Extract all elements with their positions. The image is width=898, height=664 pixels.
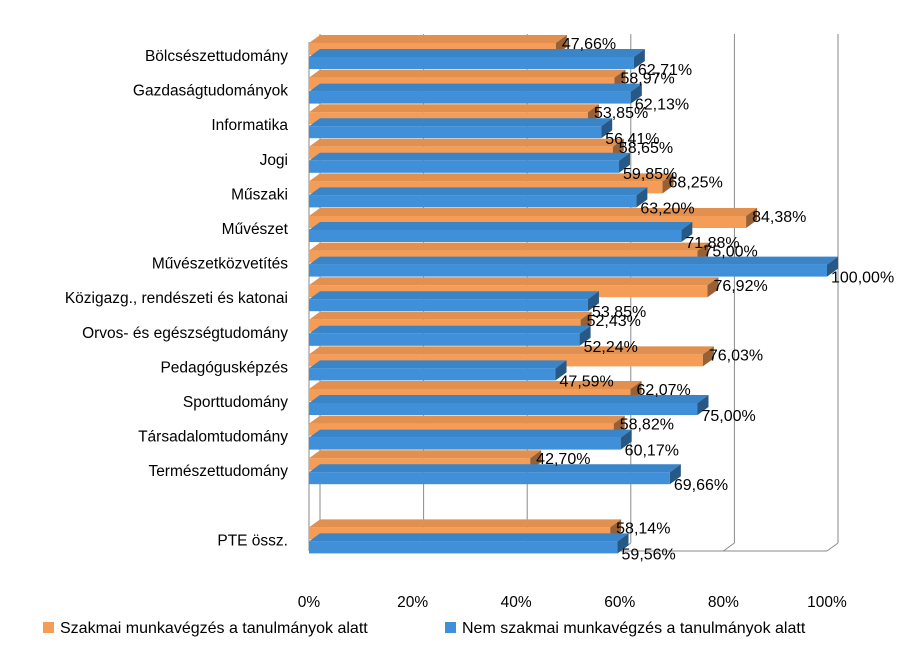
bar <box>309 291 599 312</box>
category-label: Természettudomány <box>148 463 288 480</box>
data-labels: 47,66%62,71%58,97%62,13%53,85%56,41%58,6… <box>536 36 894 563</box>
data-label: 58,97% <box>620 71 674 88</box>
category-label: Jogi <box>260 152 288 169</box>
data-label: 59,56% <box>622 546 676 563</box>
bar <box>309 152 631 173</box>
data-label: 62,13% <box>635 97 689 114</box>
data-label: 53,85% <box>594 105 648 122</box>
data-label: 68,25% <box>669 174 723 191</box>
x-tick-label: 40% <box>501 594 532 611</box>
data-label: 76,92% <box>713 278 767 295</box>
category-label: Pedagógusképzés <box>160 359 288 376</box>
data-label: 58,65% <box>619 140 673 157</box>
data-label: 75,00% <box>704 244 758 261</box>
bar <box>309 222 693 242</box>
data-label: 52,24% <box>584 339 638 356</box>
bar <box>309 429 632 450</box>
bar <box>309 187 648 208</box>
data-label: 62,71% <box>638 62 692 79</box>
x-tick-label: 100% <box>807 594 847 611</box>
category-label: Műszaki <box>231 186 288 203</box>
x-tick-label: 80% <box>708 594 739 611</box>
data-label: 56,41% <box>605 131 659 148</box>
data-label: 42,70% <box>536 451 590 468</box>
bar <box>309 325 591 346</box>
category-label: Művészet <box>222 221 289 238</box>
data-label: 60,17% <box>625 443 679 460</box>
data-label: 71,88% <box>685 235 739 252</box>
bar <box>309 360 567 381</box>
bar <box>309 118 613 139</box>
category-label: Bölcsészettudomány <box>145 48 288 65</box>
category-label: Közigazg., rendészeti és katonai <box>65 290 288 307</box>
bar <box>309 49 645 69</box>
gridline-floor <box>723 542 735 552</box>
data-label: 52,43% <box>587 313 641 330</box>
data-label: 62,07% <box>637 382 691 399</box>
legend-swatch-nem-szakmai <box>445 622 456 633</box>
data-label: 84,38% <box>752 209 806 226</box>
data-label: 47,59% <box>560 373 614 390</box>
category-label: Művészetközvetítés <box>152 256 288 273</box>
data-label: 58,14% <box>616 520 670 537</box>
category-label: Informatika <box>211 117 288 134</box>
category-label: Gazdaságtudományok <box>133 83 288 100</box>
bar <box>309 464 681 485</box>
bar <box>309 83 642 104</box>
bar <box>309 533 629 554</box>
category-label: Társadalomtudomány <box>138 429 288 446</box>
data-label: 59,85% <box>623 166 677 183</box>
category-label: PTE össz. <box>217 532 288 549</box>
x-tick-labels: 0% 20% 40% 60% 80% 100% <box>298 594 847 611</box>
legend-swatch-szakmai <box>43 622 54 633</box>
x-tick-label: 0% <box>298 594 321 611</box>
data-label: 75,00% <box>702 408 756 425</box>
category-label: Orvos- és egészségtudomány <box>82 325 288 342</box>
x-tick-label: 20% <box>397 594 428 611</box>
data-label: 69,66% <box>674 477 728 494</box>
data-label: 53,85% <box>592 304 646 321</box>
gridline-floor <box>826 542 839 552</box>
data-label: 63,20% <box>640 200 694 217</box>
legend: Szakmai munkavégzés a tanulmányok alatt … <box>43 620 806 637</box>
data-label: 76,03% <box>709 347 763 364</box>
data-label: 58,82% <box>620 417 674 434</box>
category-label: Sporttudomány <box>183 394 288 411</box>
data-label: 47,66% <box>562 36 616 53</box>
category-labels: Bölcsészettudomány Gazdaságtudományok Info… <box>65 48 289 549</box>
x-tick-label: 60% <box>604 594 635 611</box>
data-label: 100,00% <box>831 270 894 287</box>
bar <box>309 256 838 277</box>
bars <box>309 35 838 554</box>
legend-label-nem-szakmai: Nem szakmai munkavégzés a tanulmányok al… <box>462 620 806 637</box>
bar <box>309 395 709 415</box>
legend-label-szakmai: Szakmai munkavégzés a tanulmányok alatt <box>60 620 368 637</box>
